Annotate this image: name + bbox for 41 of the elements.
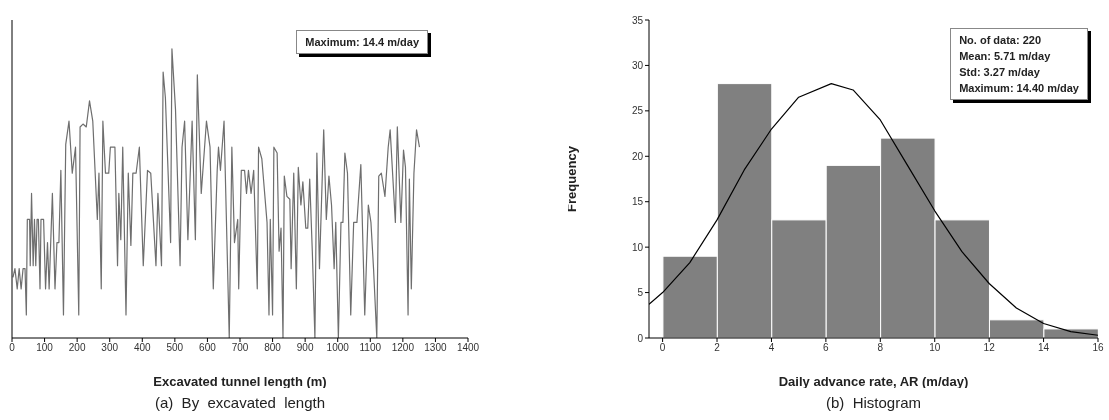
x-axis-title: Daily advance rate, AR (m/day) [778, 374, 969, 389]
y-tick-label: 20 [631, 150, 644, 162]
x-tick-label: 100 [36, 342, 54, 354]
x-tick-label: 600 [199, 342, 217, 354]
y-tick-label: 5 [637, 287, 644, 299]
x-tick-label: 300 [101, 342, 119, 354]
x-tick-label: 1300 [424, 342, 447, 354]
x-axis-title: Excavated tunnel length (m) [153, 374, 327, 389]
x-tick-label: 14 [1038, 342, 1050, 354]
x-tick-label: 1400 [456, 342, 480, 354]
y-tick-label: 25 [631, 105, 644, 117]
x-tick-label: 0 [659, 342, 666, 354]
annotation: Mean: 5.71 m/day [959, 49, 1052, 64]
x-tick-label: 16 [1092, 342, 1104, 354]
x-tick-label: 1100 [359, 342, 382, 354]
x-tick-label: 12 [983, 342, 996, 354]
x-tick-label: 8 [877, 342, 884, 354]
annotation: Maximum: 14.40 m/day [959, 81, 1079, 96]
x-tick-label: 900 [296, 342, 314, 354]
text: (a) By excavated length [153, 394, 327, 411]
y-tick-label: 10 [631, 241, 644, 253]
x-tick-label: 0 [9, 342, 16, 354]
text: (b) Histogram [825, 394, 922, 411]
y-tick-label: 0 [637, 332, 644, 344]
x-tick-label: 800 [264, 342, 282, 354]
x-tick-label: 500 [166, 342, 184, 354]
x-tick-label: 400 [133, 342, 152, 354]
y-tick-label: 30 [631, 59, 644, 71]
x-tick-label: 1000 [326, 342, 350, 354]
x-tick-label: 4 [768, 342, 775, 354]
y-tick-label: 35 [631, 14, 644, 26]
text: Maximum: 14.4 m/day [305, 35, 419, 50]
x-tick-label: 700 [231, 342, 249, 354]
annotation: Std: 3.27 m/day [959, 65, 1041, 80]
x-tick-label: 1200 [391, 342, 415, 354]
x-tick-label: 200 [68, 342, 86, 354]
x-tick-label: 6 [823, 342, 830, 354]
x-tick-label: 2 [714, 342, 721, 354]
y-tick-label: 15 [631, 196, 644, 208]
x-tick-label: 10 [929, 342, 941, 354]
annotation: No. of data: 220 [959, 33, 1043, 48]
